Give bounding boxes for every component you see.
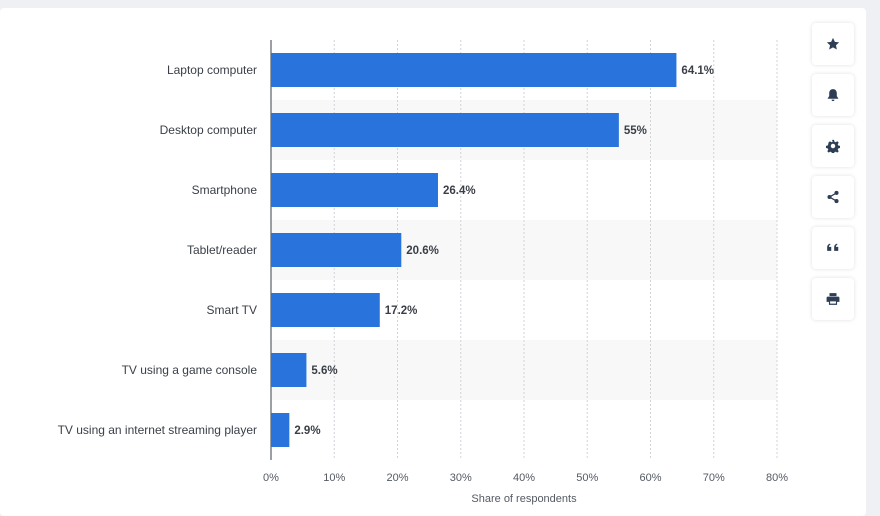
bar (271, 53, 677, 87)
x-tick-label: 30% (450, 472, 472, 484)
bar (271, 173, 438, 207)
settings-button[interactable] (812, 125, 854, 167)
x-tick-label: 40% (513, 472, 535, 484)
data-label: 26.4% (443, 185, 476, 197)
bar (271, 233, 402, 267)
data-label: 64.1% (681, 65, 714, 77)
x-tick-label: 50% (576, 472, 598, 484)
category-label: Tablet/reader (187, 243, 257, 257)
bar (271, 113, 619, 147)
category-label: Smart TV (207, 303, 257, 317)
notification-button[interactable] (812, 74, 854, 116)
quote-icon (827, 243, 839, 251)
x-tick-label: 60% (639, 472, 661, 484)
x-tick-label: 70% (703, 472, 725, 484)
data-label: 20.6% (406, 245, 439, 257)
x-tick-label: 80% (766, 472, 788, 484)
star-icon (826, 37, 840, 50)
data-label: 5.6% (311, 365, 337, 377)
data-label: 2.9% (294, 425, 320, 437)
bell-icon (827, 89, 839, 102)
bar-chart: 0% 10% 20% 30% 40% 50% 60% 70% 80% Laptop compute… (58, 40, 788, 505)
bar (271, 293, 380, 327)
data-label: 17.2% (385, 305, 418, 317)
category-label: Desktop computer (160, 123, 257, 137)
data-label: 55% (624, 125, 647, 137)
category-label: TV using an internet streaming player (58, 423, 257, 437)
category-label: TV using a game console (122, 363, 258, 377)
category-label: Smartphone (192, 183, 258, 197)
category-label: Laptop computer (167, 63, 257, 77)
favorite-button[interactable] (812, 23, 854, 65)
chart-card: 0% 10% 20% 30% 40% 50% 60% 70% 80% Laptop compute… (0, 8, 866, 516)
share-icon (827, 190, 839, 204)
print-icon (826, 293, 840, 305)
side-toolbar (812, 23, 854, 329)
gear-icon (826, 139, 840, 153)
cite-button[interactable] (812, 227, 854, 269)
share-button[interactable] (812, 176, 854, 218)
x-tick-label: 10% (323, 472, 345, 484)
bar (271, 353, 307, 387)
x-axis-title: Share of respondents (471, 493, 577, 505)
x-tick-label: 20% (386, 472, 408, 484)
x-tick-label: 0% (263, 472, 279, 484)
bar (271, 413, 290, 447)
print-button[interactable] (812, 278, 854, 320)
